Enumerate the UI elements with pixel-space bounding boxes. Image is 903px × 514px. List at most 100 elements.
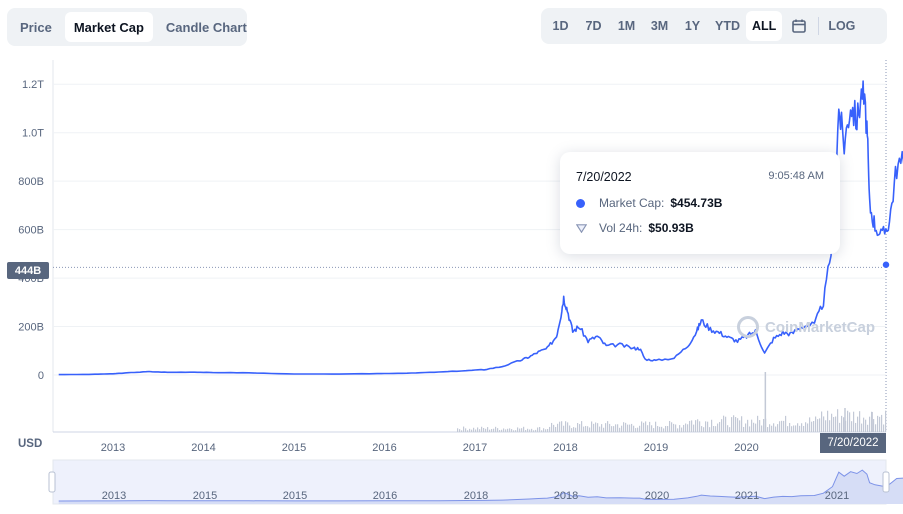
navigator-tick-label: 2018 [554,490,578,502]
volume-bar [529,429,531,432]
range-1m[interactable]: 1M [617,19,636,33]
volume-bar [465,428,467,432]
volume-bar [751,419,753,432]
volume-bar [835,416,837,432]
range-1d[interactable]: 1D [552,19,569,33]
volume-bar [559,421,561,432]
y-tick-label: 1.2T [22,79,44,91]
volume-bar [863,417,865,432]
volume-bar [613,426,615,432]
tooltip-volume-label: Vol 24h: [599,221,643,235]
tab-candle-chart[interactable]: Candle Chart [165,19,247,35]
range-3m[interactable]: 3M [650,19,669,33]
volume-bar [881,414,883,432]
navigator-tick-label: 2021 [825,490,849,502]
navigator-tick-label: 2015 [283,490,307,502]
range-7d[interactable]: 7D [585,19,602,33]
volume-bar [859,411,861,432]
volume-bar [473,427,475,432]
volume-bar [507,428,509,432]
volume-bar [537,427,539,432]
volume-bar [551,422,553,432]
volume-bar [871,412,873,432]
volume-bar [761,425,763,432]
volume-bar [753,422,755,432]
volume-bar [517,427,519,432]
volume-bar [851,421,853,432]
volume-bar [635,428,637,432]
volume-bar [867,424,869,432]
calendar-icon[interactable] [782,11,815,41]
volume-bar [617,424,619,432]
tab-market-cap[interactable]: Market Cap [64,12,153,42]
navigator-handle-right[interactable] [882,471,890,493]
volume-bar [779,421,781,432]
tooltip-market-cap-value: $454.73B [670,196,723,210]
range-divider [818,17,820,35]
volume-bar [527,428,529,432]
tab-price[interactable]: Price [20,19,52,35]
volume-bar [737,418,739,432]
volume-bar [557,423,559,432]
currency-label: USD [18,438,43,450]
volume-bar [609,423,611,432]
navigator-handle-left[interactable] [48,471,56,493]
volume-bar [809,417,811,432]
volume-bar [575,427,577,432]
volume-bar [841,415,843,432]
volume-bar [463,426,465,432]
navigator-tick-label: 2016 [373,490,397,502]
volume-bar [764,372,767,432]
volume-bars [457,372,887,432]
volume-bar [545,429,547,432]
volume-bar [519,428,521,432]
volume-bar [883,424,885,432]
volume-bar [767,427,769,432]
volume-bar [533,430,535,432]
volume-bar [661,426,663,432]
range-all[interactable]: ALL [746,11,783,41]
navigator-tick-label: 2013 [102,490,126,502]
volume-bar [499,430,501,432]
volume-bar [475,429,477,432]
volume-bar [569,425,571,432]
volume-bar [467,430,469,432]
volume-bar [721,419,723,432]
volume-bar [621,425,623,432]
volume-bar [855,422,857,432]
volume-bar [801,423,803,432]
volume-bar [833,417,835,432]
y-tick-label: 800B [18,176,44,188]
volume-bar [555,426,557,432]
chart-type-tabs: Price Market Cap Candle Chart [7,8,247,46]
volume-bar [677,428,679,432]
volume-bar [787,426,789,432]
volume-bar [649,421,651,432]
volume-bar [673,423,675,432]
volume-bar [521,428,523,432]
volume-bar [813,421,815,432]
x-tick-label: 2013 [101,442,125,454]
volume-bar [593,423,595,432]
volume-bar [689,420,691,432]
volume-bar [843,417,845,432]
volume-bar [513,430,515,432]
volume-bar [509,428,511,432]
range-ytd[interactable]: YTD [715,19,740,33]
volume-bar [599,426,601,432]
volume-bar [799,425,801,432]
volume-bar [797,423,799,432]
y-tick-label: 0 [38,370,44,382]
log-toggle[interactable]: LOG [828,19,856,33]
volume-bar [581,421,583,432]
x-tick-label: 2016 [372,442,396,454]
volume-bar [805,422,807,432]
volume-bar [497,428,499,432]
volume-bar [711,419,713,432]
volume-bar [719,422,721,432]
volume-bar [749,426,751,432]
navigator-tick-label: 2020 [645,490,669,502]
range-1y[interactable]: 1Y [684,19,701,33]
volume-bar [629,424,631,432]
